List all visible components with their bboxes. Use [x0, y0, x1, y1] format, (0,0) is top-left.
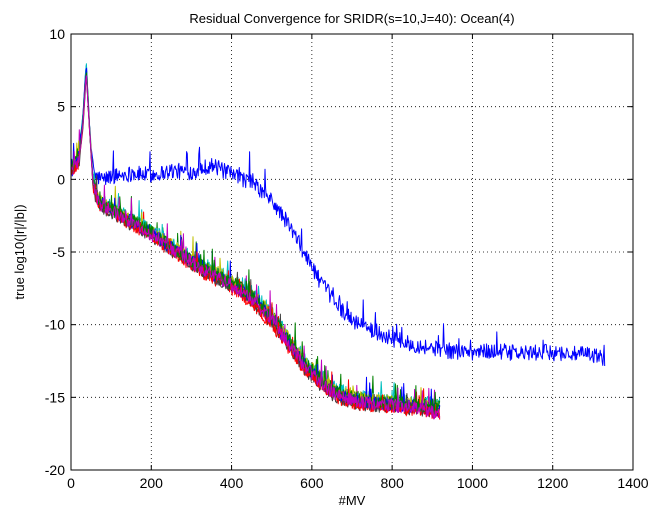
x-axis-label: #MV [339, 493, 366, 508]
series-layer [70, 63, 606, 420]
x-tick-label: 600 [300, 475, 324, 491]
ticks: 0 200 400 600 800 1000 1200 1400 -20 -15 -10 -5 0 5 10 [45, 26, 649, 491]
x-tick-label: 200 [140, 475, 164, 491]
y-tick-label: -20 [45, 462, 65, 478]
x-tick-label: 1400 [617, 475, 648, 491]
series-line-10 [70, 72, 441, 415]
y-tick-label: -15 [45, 389, 65, 405]
x-tick-label: 1000 [457, 475, 488, 491]
y-tick-label: 0 [57, 171, 65, 187]
chart-title: Residual Convergence for SRIDR(s=10,J=40… [189, 11, 514, 26]
y-tick-label: -10 [45, 317, 65, 333]
series-line-11 [70, 75, 441, 420]
y-tick-label: 5 [57, 99, 65, 115]
x-tick-label: 1200 [537, 475, 568, 491]
y-tick-label: 10 [49, 26, 65, 42]
x-tick-label: 0 [67, 475, 75, 491]
y-tick-label: -5 [53, 244, 66, 260]
x-tick-label: 400 [220, 475, 244, 491]
y-axis-label: true log10(|r|/|b|) [12, 204, 27, 299]
series-line-1 [70, 64, 606, 367]
x-tick-label: 800 [380, 475, 404, 491]
